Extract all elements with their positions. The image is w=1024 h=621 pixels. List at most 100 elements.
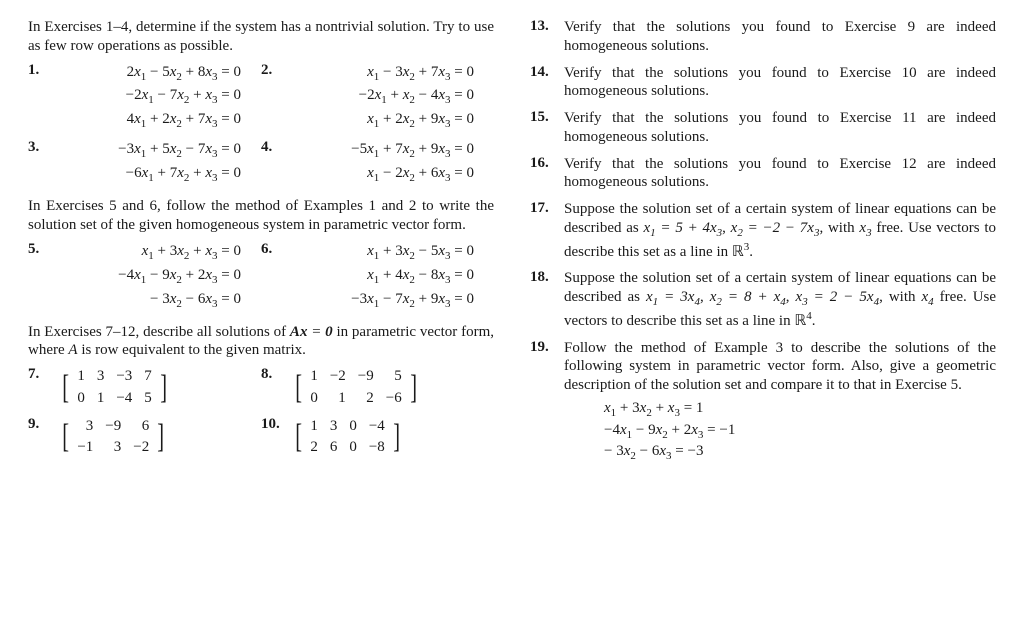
exercise-number: 4. [261,139,293,187]
exercise-row: 9. [ 3−96 −13−2 ] 10. [28,416,494,460]
exercise-body: x1 − 3x2 + 7x3 = 0 −2x1 + x2 − 4x3 = 0 x… [293,62,494,134]
exercise-2: 2. x1 − 3x2 + 7x3 = 0 −2x1 + x2 − 4x3 = … [261,62,494,134]
exercise-number: 13. [530,18,564,56]
exercise-18: 18. Suppose the solution set of a certai… [530,269,996,330]
equation-line: x1 − 2x2 + 6x3 = 0 [293,163,494,187]
exercise-row: 1. 2x1 − 5x2 + 8x3 = 0 −2x1 − 7x2 + x3 =… [28,62,494,134]
text: In Exercises 7–12, describe all solution… [28,324,290,340]
exercise-body: −3x1 + 5x2 − 7x3 = 0 −6x1 + 7x2 + x3 = 0 [60,139,261,187]
bracket-left-icon: [ [295,420,302,454]
exercise-body: Suppose the solution set of a certain sy… [564,200,996,261]
exercise-3: 3. −3x1 + 5x2 − 7x3 = 0 −6x1 + 7x2 + x3 … [28,139,261,187]
intro-1-4: In Exercises 1–4, determine if the syste… [28,18,494,56]
equation-line: 4x1 + 2x2 + 7x3 = 0 [60,109,261,133]
exercise-19: 19. Follow the method of Example 3 to de… [530,339,996,465]
text: , with [879,289,921,305]
bracket-right-icon: ] [393,420,400,454]
exercise-9: 9. [ 3−96 −13−2 ] [28,416,261,460]
exercise-body: Verify that the solutions you found to E… [564,18,996,56]
exercise-15: 15. Verify that the solutions you found … [530,109,996,147]
exercise-row: 5. x1 + 3x2 + x3 = 0 −4x1 − 9x2 + 2x3 = … [28,241,494,313]
equation-block: x1 + 3x2 + x3 = 1 −4x1 − 9x2 + 2x3 = −1 … [604,399,996,464]
matrix: [ 1−2−95 012−6 ] [293,366,419,410]
exercise-16: 16. Verify that the solutions you found … [530,155,996,193]
exercise-body: x1 + 3x2 + x3 = 0 −4x1 − 9x2 + 2x3 = 0 −… [60,241,261,313]
equation-line: −2x1 − 7x2 + x3 = 0 [60,85,261,109]
right-column: 13. Verify that the solutions you found … [530,18,996,472]
equation-line: x1 + 4x2 − 8x3 = 0 [293,265,494,289]
exercise-body: Verify that the solutions you found to E… [564,155,996,193]
exercise-4: 4. −5x1 + 7x2 + 9x3 = 0 x1 − 2x2 + 6x3 =… [261,139,494,187]
exercise-row: 3. −3x1 + 5x2 − 7x3 = 0 −6x1 + 7x2 + x3 … [28,139,494,187]
exercise-5: 5. x1 + 3x2 + x3 = 0 −4x1 − 9x2 + 2x3 = … [28,241,261,313]
exercise-number: 1. [28,62,60,134]
equation-line: −5x1 + 7x2 + 9x3 = 0 [293,139,494,163]
exercise-number: 15. [530,109,564,147]
equation-line: −3x1 − 7x2 + 9x3 = 0 [293,289,494,313]
matrix-table: 3−96 −13−2 [71,416,155,460]
equation-line: − 3x2 − 6x3 = 0 [60,289,261,313]
exercise-body: [ 130−4 260−8 ] [293,416,494,460]
equation-inline: x3 [859,220,871,236]
equation-line: −4x1 − 9x2 + 2x3 = −1 [604,421,996,443]
exercise-body: Verify that the solutions you found to E… [564,64,996,102]
exercise-number: 14. [530,64,564,102]
equation-inline: Ax = 0 [290,324,333,340]
exercises-5-6: 5. x1 + 3x2 + x3 = 0 −4x1 − 9x2 + 2x3 = … [28,241,494,313]
exercise-7: 7. [ 13−37 01−45 ] [28,366,261,410]
intro-7-12: In Exercises 7–12, describe all solution… [28,323,494,361]
equation-inline: x1 = 3x4 [646,289,700,305]
exercise-number: 8. [261,366,293,410]
bracket-left-icon: [ [62,420,69,454]
exercise-number: 6. [261,241,293,313]
exercise-number: 10. [261,416,293,460]
equation-inline: x2 = −2 − 7x3 [731,220,820,236]
exercise-body: Verify that the solutions you found to E… [564,109,996,147]
exercise-8: 8. [ 1−2−95 012−6 ] [261,366,494,410]
equation-inline: x2 = 8 + x4 [710,289,786,305]
exercise-1: 1. 2x1 − 5x2 + 8x3 = 0 −2x1 − 7x2 + x3 =… [28,62,261,134]
exercise-body: [ 3−96 −13−2 ] [60,416,261,460]
text: , [786,289,796,305]
exercise-number: 3. [28,139,60,187]
equation-inline: x4 [922,289,934,305]
equation-line: x1 + 3x2 + x3 = 1 [604,399,996,421]
text: , with [819,220,859,236]
exercise-number: 9. [28,416,60,460]
equation-line: −4x1 − 9x2 + 2x3 = 0 [60,265,261,289]
exercise-body: Suppose the solution set of a certain sy… [564,269,996,330]
equation-line: x1 + 3x2 + x3 = 0 [60,241,261,265]
exercise-number: 5. [28,241,60,313]
exercise-body: 2x1 − 5x2 + 8x3 = 0 −2x1 − 7x2 + x3 = 0 … [60,62,261,134]
equation-line: − 3x2 − 6x3 = −3 [604,442,996,464]
matrix-table: 13−37 01−45 [71,366,157,410]
equation-line: −6x1 + 7x2 + x3 = 0 [60,163,261,187]
exercise-6: 6. x1 + 3x2 − 5x3 = 0 x1 + 4x2 − 8x3 = 0… [261,241,494,313]
exercise-number: 7. [28,366,60,410]
equation-line: x1 − 3x2 + 7x3 = 0 [293,62,494,86]
exercise-13: 13. Verify that the solutions you found … [530,18,996,56]
matrix-table: 1−2−95 012−6 [304,366,407,410]
matrix: [ 130−4 260−8 ] [293,416,402,460]
equation-line: x1 + 3x2 − 5x3 = 0 [293,241,494,265]
bracket-left-icon: [ [295,371,302,405]
text: Follow the method of Example 3 to descri… [564,340,996,394]
left-column: In Exercises 1–4, determine if the syste… [28,18,494,472]
matrix: [ 3−96 −13−2 ] [60,416,167,460]
exercise-17: 17. Suppose the solution set of a certai… [530,200,996,261]
exercise-number: 19. [530,339,564,465]
equation-line: x1 + 2x2 + 9x3 = 0 [293,109,494,133]
exercises-7-10: 7. [ 13−37 01−45 ] 8. [28,366,494,459]
exercise-body: −5x1 + 7x2 + 9x3 = 0 x1 − 2x2 + 6x3 = 0 [293,139,494,187]
exercise-body: Follow the method of Example 3 to descri… [564,339,996,465]
bracket-right-icon: ] [160,371,167,405]
bracket-left-icon: [ [62,371,69,405]
page-root: In Exercises 1–4, determine if the syste… [28,18,996,472]
exercises-1-4: 1. 2x1 − 5x2 + 8x3 = 0 −2x1 − 7x2 + x3 =… [28,62,494,188]
exercise-number: 17. [530,200,564,261]
exercise-number: 16. [530,155,564,193]
intro-5-6: In Exercises 5 and 6, follow the method … [28,197,494,235]
exercise-10: 10. [ 130−4 260−8 ] [261,416,494,460]
text: , [722,220,731,236]
exercise-row: 7. [ 13−37 01−45 ] 8. [28,366,494,410]
